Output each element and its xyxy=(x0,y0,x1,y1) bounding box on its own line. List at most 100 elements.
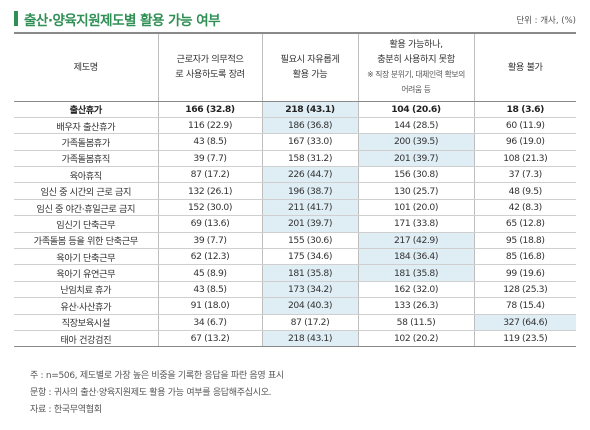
cell-mandatory: 87 (17.2) xyxy=(157,166,262,184)
cell-freely-usable: 175 (34.6) xyxy=(261,248,358,266)
cell-not-usable: 96 (19.0) xyxy=(473,133,576,151)
cell-usable-not-fully: 58 (11.5) xyxy=(357,314,474,331)
cell-program-name: 난임치료 휴가 xyxy=(14,281,158,299)
cell-program-name: 육아기 단축근무 xyxy=(14,248,158,266)
header-mandatory-line2: 로 사용하도록 장려 xyxy=(175,69,245,81)
cell-freely-usable: 186 (36.8) xyxy=(261,117,358,135)
cell-usable-not-fully: 101 (20.0) xyxy=(357,199,474,217)
cell-usable-not-fully: 156 (30.8) xyxy=(357,166,474,184)
cell-program-name: 가족돌봄휴가 xyxy=(14,133,158,151)
table-row: 태아 건강검진 67 (13.2) 218 (43.1) 102 (20.2) 119 … xyxy=(14,330,576,348)
cell-usable-not-fully: 102 (20.2) xyxy=(357,330,474,348)
cell-not-usable: 99 (19.6) xyxy=(473,264,576,282)
cell-program-name: 유산·사산휴가 xyxy=(14,297,158,315)
cell-program-name: 출산휴가 xyxy=(14,101,158,118)
cell-not-usable: 128 (25.3) xyxy=(473,281,576,299)
cell-program-name: 임신 중 야간·휴일근로 금지 xyxy=(14,199,158,217)
header-not-usable: 활용 불가 xyxy=(473,32,576,102)
table-row: 가족돌봄 등을 위한 단축근무 39 (7.7) 155 (30.6) 217 (42… xyxy=(14,232,576,250)
cell-usable-not-fully: 181 (35.8) xyxy=(357,264,474,282)
header-program-name: 제도명 xyxy=(14,32,158,102)
cell-program-name: 태아 건강검진 xyxy=(14,330,158,348)
footnote-source: 자료 : 한국무역협회 xyxy=(30,405,102,415)
table-row: 배우자 출산휴가 116 (22.9) 186 (36.8) 144 (28.5) 60… xyxy=(14,117,576,135)
cell-program-name: 가족돌봄휴직 xyxy=(14,150,158,168)
cell-mandatory: 39 (7.7) xyxy=(157,150,262,168)
cell-not-usable: 119 (23.5) xyxy=(473,330,576,348)
footnotes: 주 : n=506, 제도별로 가장 높은 비중을 기록한 응답을 파란 음영 … xyxy=(30,368,284,419)
footnote-question: 문항 : 귀사의 출산·양육지원제도 활용 가능 여부를 응답해주십시오. xyxy=(30,388,272,398)
cell-program-name: 배우자 출산휴가 xyxy=(14,117,158,135)
cell-usable-not-fully: 130 (25.7) xyxy=(357,182,474,200)
cell-usable-not-fully: 144 (28.5) xyxy=(357,117,474,135)
cell-usable-not-fully: 104 (20.6) xyxy=(357,101,474,118)
cell-freely-usable: 201 (39.7) xyxy=(261,215,358,233)
table-row: 육아기 유연근무 45 (8.9) 181 (35.8) 181 (35.8) 99 (… xyxy=(14,264,576,282)
cell-mandatory: 39 (7.7) xyxy=(157,232,262,250)
header-mandatory-encouraged: 근로자가 의무적으 로 사용하도록 장려 xyxy=(157,32,262,102)
table-row: 임신기 단축근무 69 (13.6) 201 (39.7) 171 (33.8) 65 … xyxy=(14,215,576,233)
cell-mandatory: 91 (18.0) xyxy=(157,297,262,315)
cell-not-usable: 42 (8.3) xyxy=(473,199,576,217)
cell-freely-usable: 218 (43.1) xyxy=(261,101,358,118)
cell-not-usable: 327 (64.6) xyxy=(473,314,576,331)
title-accent-bar xyxy=(14,11,18,26)
cell-mandatory: 67 (13.2) xyxy=(157,330,262,348)
cell-not-usable: 37 (7.3) xyxy=(473,166,576,184)
cell-program-name: 임신 중 시간외 근로 금지 xyxy=(14,182,158,200)
header-freely-line1: 필요시 자유롭게 xyxy=(280,54,340,66)
table-row: 가족돌봄휴가 43 (8.5) 167 (33.0) 200 (39.5) 96 (19… xyxy=(14,133,576,151)
table-body: 출산휴가 166 (32.8) 218 (43.1) 104 (20.6) 18 (3.… xyxy=(14,101,576,348)
cell-freely-usable: 218 (43.1) xyxy=(261,330,358,348)
cell-freely-usable: 173 (34.2) xyxy=(261,281,358,299)
cell-mandatory: 132 (26.1) xyxy=(157,182,262,200)
cell-not-usable: 18 (3.6) xyxy=(473,101,576,118)
cell-usable-not-fully: 201 (39.7) xyxy=(357,150,474,168)
cell-mandatory: 34 (6.7) xyxy=(157,314,262,331)
cell-usable-not-fully: 133 (26.3) xyxy=(357,297,474,315)
cell-program-name: 육아기 유연근무 xyxy=(14,264,158,282)
table-row: 가족돌봄휴직 39 (7.7) 158 (31.2) 201 (39.7) 108 (2… xyxy=(14,150,576,168)
cell-freely-usable: 167 (33.0) xyxy=(261,133,358,151)
header-usable-note-line1: ※ 직장 분위기, 대체인력 확보의 xyxy=(367,70,465,80)
cell-freely-usable: 204 (40.3) xyxy=(261,297,358,315)
table-row: 출산휴가 166 (32.8) 218 (43.1) 104 (20.6) 18 (3.… xyxy=(14,101,576,118)
childcare-support-table: 제도명 근로자가 의무적으 로 사용하도록 장려 필요시 자유롭게 활용 가능 … xyxy=(14,32,576,348)
footnote-note: 주 : n=506, 제도별로 가장 높은 비중을 기록한 응답을 파란 음영 … xyxy=(30,371,284,381)
cell-freely-usable: 158 (31.2) xyxy=(261,150,358,168)
cell-not-usable: 85 (16.8) xyxy=(473,248,576,266)
cell-usable-not-fully: 162 (32.0) xyxy=(357,281,474,299)
cell-not-usable: 108 (21.3) xyxy=(473,150,576,168)
unit-label: 단위 : 개사, (%) xyxy=(516,16,576,26)
cell-program-name: 직장보육시설 xyxy=(14,314,158,331)
cell-program-name: 가족돌봄 등을 위한 단축근무 xyxy=(14,232,158,250)
cell-mandatory: 166 (32.8) xyxy=(157,101,262,118)
cell-not-usable: 65 (12.8) xyxy=(473,215,576,233)
table-row: 난임치료 휴가 43 (8.5) 173 (34.2) 162 (32.0) 128 (… xyxy=(14,281,576,299)
cell-mandatory: 69 (13.6) xyxy=(157,215,262,233)
title-row: 출산·양육지원제도별 활용 가능 여부 단위 : 개사, (%) xyxy=(14,8,580,30)
header-freely-line2: 활용 가능 xyxy=(292,69,328,81)
header-usable-line1: 활용 가능하나, xyxy=(389,39,443,51)
cell-not-usable: 78 (15.4) xyxy=(473,297,576,315)
header-freely-usable: 필요시 자유롭게 활용 가능 xyxy=(261,32,358,102)
table-row: 임신 중 시간외 근로 금지 132 (26.1) 196 (38.7) 130 (2… xyxy=(14,182,576,200)
cell-usable-not-fully: 217 (42.9) xyxy=(357,232,474,250)
table-row: 육아기 단축근무 62 (12.3) 175 (34.6) 184 (36.4) 85 … xyxy=(14,248,576,266)
cell-usable-not-fully: 184 (36.4) xyxy=(357,248,474,266)
cell-usable-not-fully: 171 (33.8) xyxy=(357,215,474,233)
header-usable-not-fully: 활용 가능하나, 충분히 사용하지 못함 ※ 직장 분위기, 대체인력 확보의 … xyxy=(357,32,474,102)
cell-not-usable: 48 (9.5) xyxy=(473,182,576,200)
cell-not-usable: 95 (18.8) xyxy=(473,232,576,250)
cell-mandatory: 45 (8.9) xyxy=(157,264,262,282)
cell-freely-usable: 181 (35.8) xyxy=(261,264,358,282)
cell-mandatory: 43 (8.5) xyxy=(157,133,262,151)
table-row: 직장보육시설 34 (6.7) 87 (17.2) 58 (11.5) 327 (64.… xyxy=(14,314,576,331)
cell-mandatory: 62 (12.3) xyxy=(157,248,262,266)
cell-freely-usable: 196 (38.7) xyxy=(261,182,358,200)
page-title: 출산·양육지원제도별 활용 가능 여부 xyxy=(24,13,221,29)
cell-mandatory: 152 (30.0) xyxy=(157,199,262,217)
cell-freely-usable: 155 (30.6) xyxy=(261,232,358,250)
cell-program-name: 임신기 단축근무 xyxy=(14,215,158,233)
